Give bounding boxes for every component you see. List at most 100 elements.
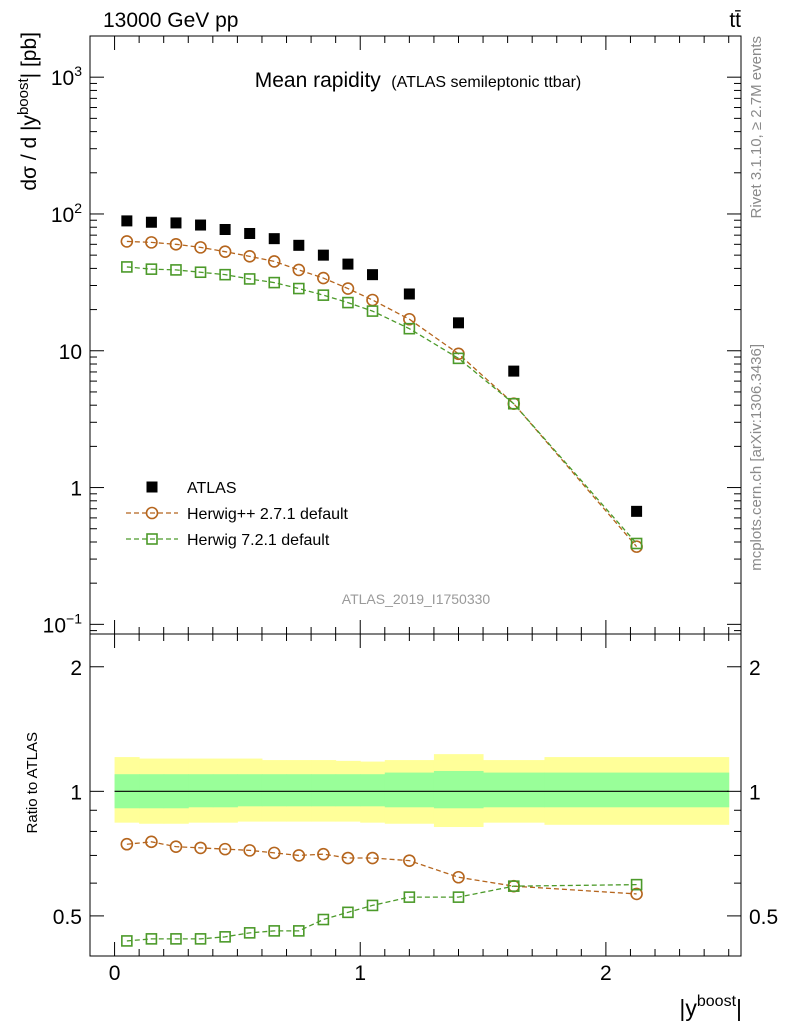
ratio-series-0 — [120, 835, 643, 901]
uncertainty-band-inner — [544, 772, 730, 808]
legend-marker — [146, 481, 158, 493]
ratio-point — [268, 925, 281, 937]
ratio-series-1 — [121, 878, 643, 947]
ratio-point — [145, 835, 158, 849]
uncertainty-band-inner — [261, 774, 288, 807]
data-point — [630, 537, 643, 550]
legend-label: Herwig++ 2.7.1 default — [187, 506, 349, 523]
data-point — [268, 233, 280, 245]
y-tick-label-right: 1 — [749, 781, 761, 804]
ratio-series-line — [126, 883, 637, 942]
data-point — [366, 293, 379, 307]
y-tick-label: 1 — [70, 478, 82, 501]
data-point — [293, 282, 305, 295]
main-y-axis-label: dσ / d |yboost| [pb] — [15, 32, 41, 191]
analysis-watermark: ATLAS_2019_I1750330 — [342, 591, 491, 607]
data-point — [293, 239, 305, 251]
uncertainty-band-inner — [237, 774, 263, 807]
y-tick-label: 10 — [59, 341, 82, 364]
ratio-point — [452, 891, 465, 903]
data-point — [631, 505, 643, 517]
data-point — [317, 271, 330, 285]
series-1 — [120, 235, 643, 553]
data-point — [219, 268, 231, 281]
ratio-point — [243, 844, 256, 857]
data-point — [403, 312, 416, 326]
y-tick-label: 103 — [51, 63, 82, 90]
rivet-version-label: Rivet 3.1.10, ≥ 2.7M events — [748, 36, 765, 219]
ratio-frame — [89, 633, 742, 957]
ratio-point — [317, 913, 330, 926]
data-point — [169, 238, 183, 251]
y-tick-label: 102 — [51, 200, 82, 227]
y-tick-label: 0.5 — [53, 906, 82, 929]
ratio-point — [120, 837, 134, 851]
y-tick-label-right: 2 — [749, 657, 761, 680]
data-point — [194, 266, 207, 279]
data-point — [317, 249, 329, 261]
data-point — [367, 269, 379, 281]
series-0 — [121, 215, 643, 517]
uncertainty-band-inner — [433, 770, 484, 809]
x-tick-label: 2 — [600, 962, 612, 985]
ratio-point — [630, 887, 643, 901]
data-point — [452, 317, 464, 329]
series-2 — [121, 261, 643, 550]
ratio-point — [219, 931, 231, 943]
ratio-point — [293, 925, 305, 937]
mcplots-source-label: mcplots.cern.ch [arXiv:1306.3436] — [748, 344, 765, 571]
data-point — [218, 245, 232, 258]
data-point — [244, 227, 256, 239]
y-tick-label: 1 — [70, 781, 82, 804]
y-tick-label: 2 — [70, 657, 82, 680]
ratio-point — [507, 880, 520, 892]
data-point — [403, 288, 415, 300]
data-point — [403, 322, 416, 335]
data-point — [268, 276, 281, 289]
legend-marker — [146, 533, 158, 545]
ratio-point — [145, 933, 158, 945]
uncertainty-band-inner — [384, 772, 435, 808]
ratio-series-line — [126, 841, 637, 895]
ratio-point — [292, 849, 306, 862]
data-point — [121, 261, 133, 273]
data-point — [452, 352, 465, 365]
ratio-point — [267, 846, 281, 860]
ratio-panel: 0 1 2 2 2 1 1 0.5 0.5 — [53, 633, 778, 985]
ratio-point — [342, 906, 354, 919]
ratio-point — [403, 891, 416, 903]
data-point — [267, 255, 281, 268]
data-point — [292, 263, 306, 277]
uncertainty-band-inner — [483, 772, 545, 808]
ratio-point — [341, 851, 355, 865]
ratio-point — [366, 851, 379, 865]
y-tick-label-right: 0.5 — [749, 906, 778, 929]
series-line — [126, 266, 638, 544]
uncertainty-band-inner — [360, 774, 386, 807]
legend: ATLAS Herwig++ 2.7.1 default Herwig 7.2.1 … — [126, 480, 349, 549]
plot-title-sub: (ATLAS semileptonic ttbar) — [391, 74, 581, 91]
plot-title: Mean rapidity (ATLAS semileptonic ttbar) — [255, 69, 582, 92]
legend-marker — [145, 506, 159, 520]
energy-label: 13000 GeV pp — [103, 9, 238, 32]
data-point — [342, 296, 354, 309]
y-tick-label: 10−1 — [43, 610, 83, 637]
data-point — [341, 282, 355, 295]
data-point — [121, 215, 133, 227]
data-point — [170, 264, 182, 276]
uncertainty-band-inner — [335, 774, 361, 807]
data-point — [219, 223, 231, 235]
ratio-point — [630, 878, 643, 891]
data-point — [508, 365, 520, 377]
data-point — [145, 216, 157, 228]
data-point — [170, 217, 182, 229]
ratio-point — [194, 841, 207, 855]
data-point — [507, 397, 520, 410]
ratio-point — [218, 842, 232, 856]
legend-label: ATLAS — [187, 480, 237, 497]
data-point — [145, 263, 158, 275]
data-point — [243, 273, 256, 285]
data-point — [194, 241, 207, 254]
x-axis-label: |yboost| — [679, 993, 742, 1021]
